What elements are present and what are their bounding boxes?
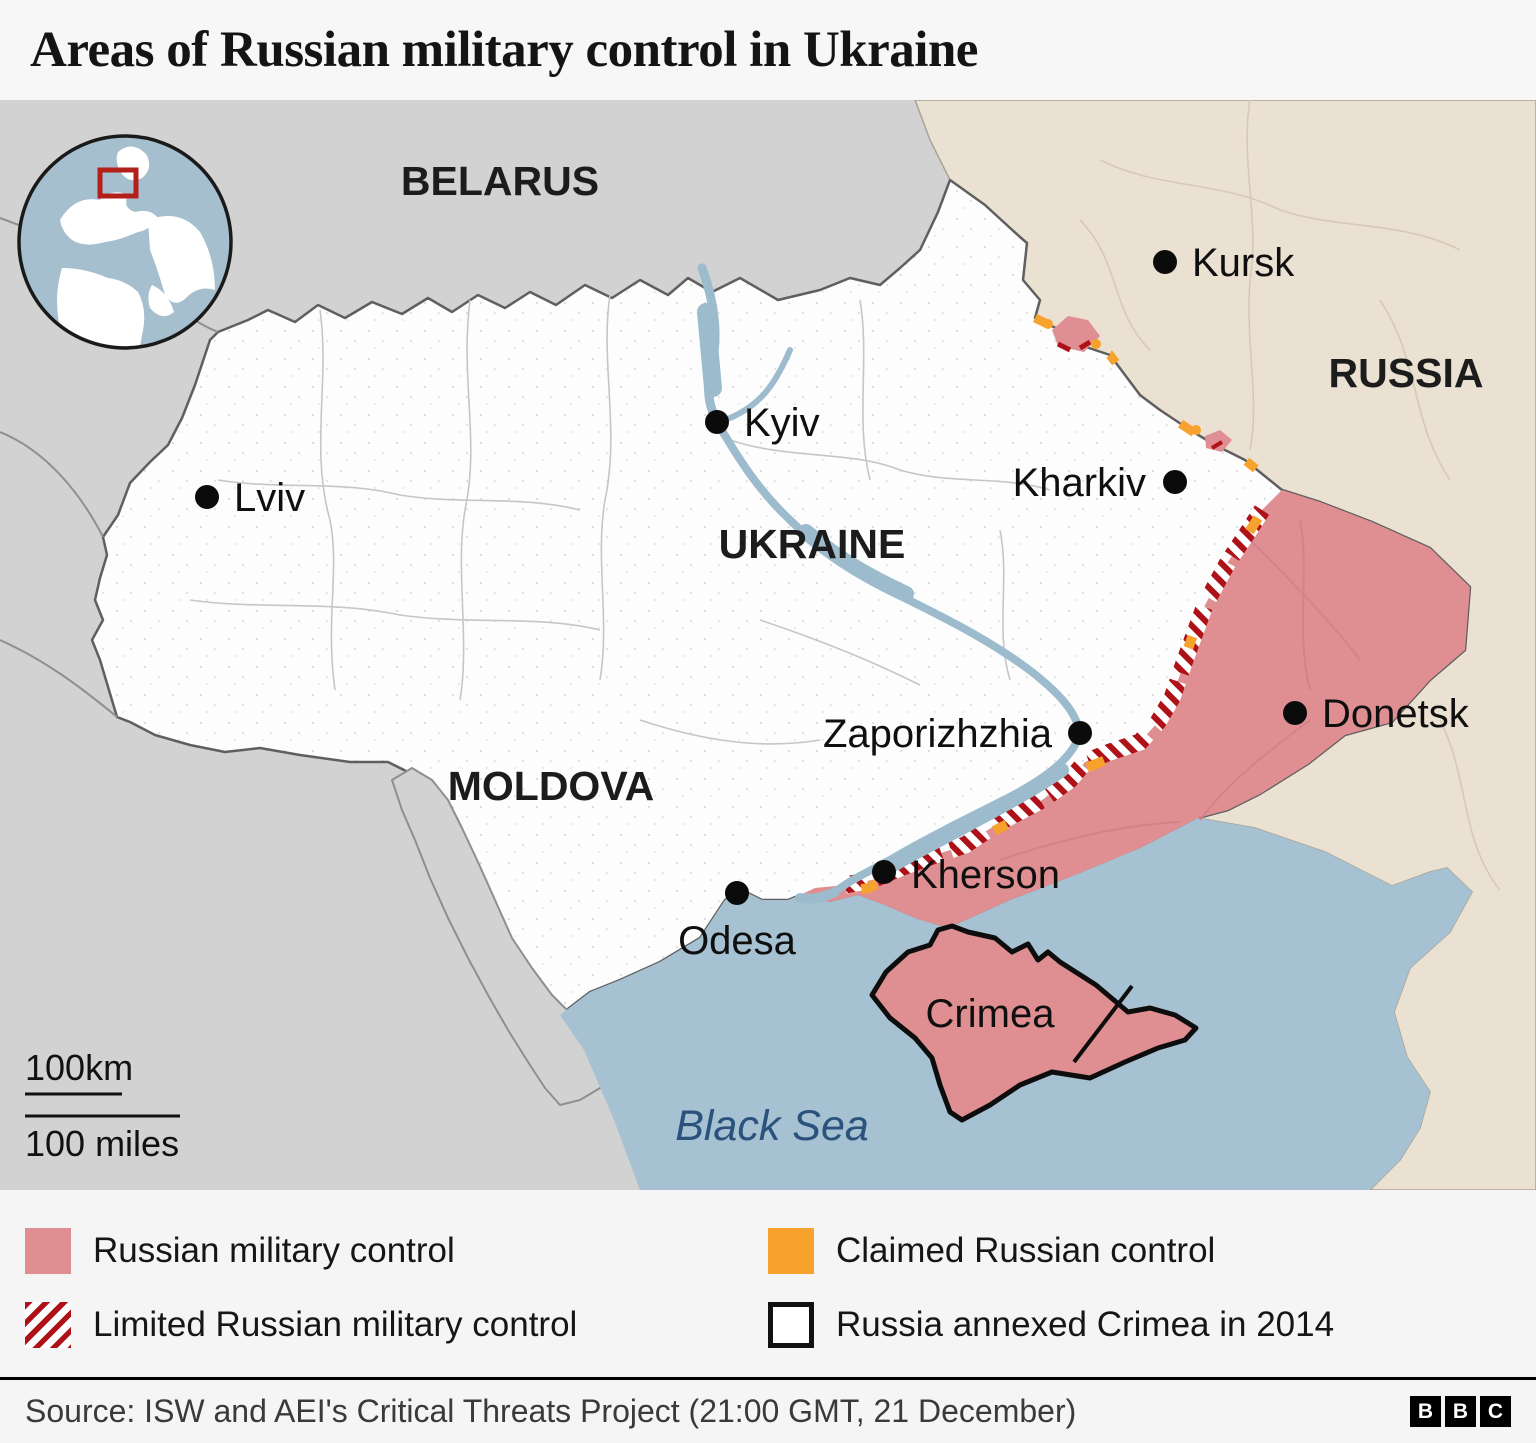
label-odesa: Odesa bbox=[678, 919, 797, 963]
legend-item-annexed-crimea: Russia annexed Crimea in 2014 bbox=[768, 1290, 1536, 1360]
label-lviv: Lviv bbox=[234, 476, 305, 520]
label-donetsk: Donetsk bbox=[1322, 692, 1470, 736]
bbc-logo: B B C bbox=[1410, 1396, 1511, 1427]
russian-control-swatch bbox=[25, 1228, 71, 1274]
legend-label: Russian military control bbox=[93, 1231, 455, 1270]
city-dot-kursk bbox=[1153, 250, 1177, 274]
label-crimea: Crimea bbox=[926, 992, 1056, 1036]
crimea-shape bbox=[869, 923, 1199, 1123]
label-kherson: Kherson bbox=[911, 853, 1060, 897]
annexed-crimea-swatch bbox=[768, 1302, 814, 1348]
page-title: Areas of Russian military control in Ukr… bbox=[30, 22, 978, 78]
legend-label: Claimed Russian control bbox=[836, 1231, 1216, 1270]
label-zaporizhzhia: Zaporizhzhia bbox=[823, 712, 1053, 756]
locator-globe bbox=[17, 134, 233, 350]
ukraine-oblast-borders bbox=[189, 294, 1051, 745]
footer: Source: ISW and AEI's Critical Threats P… bbox=[0, 1377, 1536, 1443]
map: BELARUS RUSSIA UKRAINE MOLDOVA Kursk Kyi… bbox=[0, 100, 1536, 1190]
city-dot-zaporizhzhia bbox=[1068, 721, 1092, 745]
border-pocket bbox=[1191, 425, 1232, 452]
legend: Russian military control Claimed Russian… bbox=[0, 1190, 1536, 1377]
legend-label: Russia annexed Crimea in 2014 bbox=[836, 1305, 1335, 1344]
label-kyiv: Kyiv bbox=[744, 401, 820, 445]
label-ukraine: UKRAINE bbox=[719, 521, 906, 567]
scale-km-label: 100km bbox=[25, 1047, 133, 1088]
claimed-control-front bbox=[840, 515, 1263, 898]
arabat-spit bbox=[1072, 984, 1134, 1064]
legend-item-limited-control: Limited Russian military control bbox=[25, 1290, 768, 1360]
city-dots bbox=[195, 250, 1307, 905]
legend-label: Limited Russian military control bbox=[93, 1305, 578, 1344]
header: Areas of Russian military control in Ukr… bbox=[0, 0, 1536, 100]
kursk-incursion bbox=[1043, 316, 1101, 353]
scale-bar: 100km 100 miles bbox=[25, 1047, 180, 1164]
source-text: Source: ISW and AEI's Critical Threats P… bbox=[25, 1393, 1077, 1429]
label-kharkiv: Kharkiv bbox=[1013, 461, 1146, 505]
bbc-logo-letter: B bbox=[1445, 1396, 1476, 1427]
label-kursk: Kursk bbox=[1192, 241, 1295, 285]
city-dot-kherson bbox=[872, 860, 896, 884]
city-dot-kharkiv bbox=[1163, 470, 1187, 494]
city-dot-odesa bbox=[725, 881, 749, 905]
globe-highlight-box bbox=[97, 167, 139, 199]
limited-control-swatch bbox=[25, 1302, 71, 1348]
occupied-area-roads bbox=[999, 519, 1361, 861]
bbc-logo-letter: C bbox=[1480, 1396, 1511, 1427]
bbc-logo-letter: B bbox=[1410, 1396, 1441, 1427]
map-svg: BELARUS RUSSIA UKRAINE MOLDOVA Kursk Kyi… bbox=[0, 100, 1536, 1190]
label-belarus: BELARUS bbox=[401, 158, 599, 204]
claimed-control-swatch bbox=[768, 1228, 814, 1274]
city-dot-lviv bbox=[195, 485, 219, 509]
legend-item-russian-control: Russian military control bbox=[25, 1216, 768, 1286]
city-dot-kyiv bbox=[705, 410, 729, 434]
globe-landmasses bbox=[57, 146, 215, 346]
limited-control-frontline bbox=[843, 505, 1270, 894]
label-russia: RUSSIA bbox=[1329, 350, 1484, 396]
scale-miles-label: 100 miles bbox=[25, 1123, 179, 1164]
city-dot-donetsk bbox=[1283, 701, 1307, 725]
legend-item-claimed-control: Claimed Russian control bbox=[768, 1216, 1536, 1286]
label-moldova: MOLDOVA bbox=[448, 763, 655, 809]
label-black-sea: Black Sea bbox=[675, 1102, 869, 1150]
russia-region-borders bbox=[1079, 100, 1501, 891]
